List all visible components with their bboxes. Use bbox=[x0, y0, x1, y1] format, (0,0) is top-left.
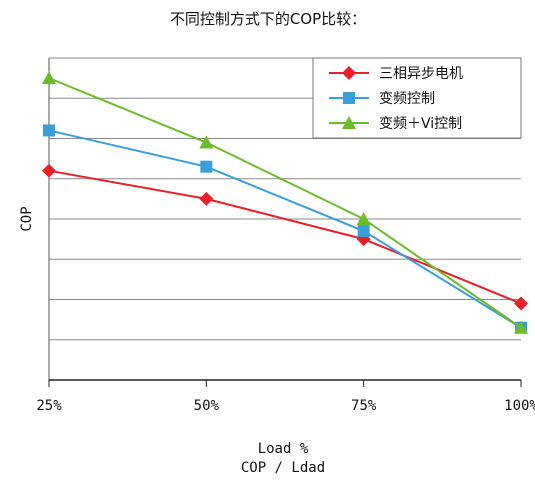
series-2 bbox=[43, 124, 527, 334]
series-layer bbox=[42, 71, 528, 334]
series-line bbox=[48, 77, 522, 329]
legend-item: 三相异步电机 bbox=[329, 66, 463, 82]
x-tick-labels: 25% 50% 75% 100% bbox=[36, 398, 535, 414]
data-point bbox=[514, 296, 528, 311]
x-tick-marks bbox=[48, 380, 522, 387]
data-point bbox=[199, 135, 214, 149]
series-1 bbox=[42, 163, 528, 311]
legend-marker bbox=[342, 116, 356, 129]
chart-title: 不同控制方式下的COP比较： bbox=[170, 10, 366, 28]
series-line bbox=[48, 169, 522, 305]
data-point bbox=[357, 225, 370, 238]
legend-label: 变频＋Vi控制 bbox=[379, 116, 462, 132]
legend-label: 三相异步电机 bbox=[379, 66, 463, 82]
x-tick-label: 25% bbox=[36, 398, 62, 414]
y-axis-label: COP bbox=[19, 206, 35, 231]
data-point bbox=[200, 160, 213, 173]
x-tick-label: 75% bbox=[351, 398, 377, 414]
legend-marker bbox=[343, 92, 355, 104]
legend-item: 变频控制 bbox=[329, 91, 435, 107]
data-point bbox=[42, 163, 56, 178]
x-axis-label: Load % bbox=[258, 441, 309, 457]
data-point bbox=[514, 320, 528, 334]
series-line bbox=[48, 129, 522, 329]
data-point bbox=[42, 71, 56, 85]
data-point bbox=[43, 124, 55, 137]
legend-label: 变频控制 bbox=[379, 91, 435, 107]
data-point bbox=[356, 212, 371, 225]
x-tick-label: 50% bbox=[194, 398, 220, 414]
series-3 bbox=[42, 71, 528, 334]
x-axis-sublabel: COP / Ldad bbox=[241, 460, 325, 476]
legend-item: 变频＋Vi控制 bbox=[329, 116, 462, 132]
legend-marker bbox=[342, 66, 356, 80]
data-point bbox=[199, 191, 214, 206]
x-tick-label: 100% bbox=[504, 398, 535, 414]
grid-lines bbox=[49, 57, 521, 341]
